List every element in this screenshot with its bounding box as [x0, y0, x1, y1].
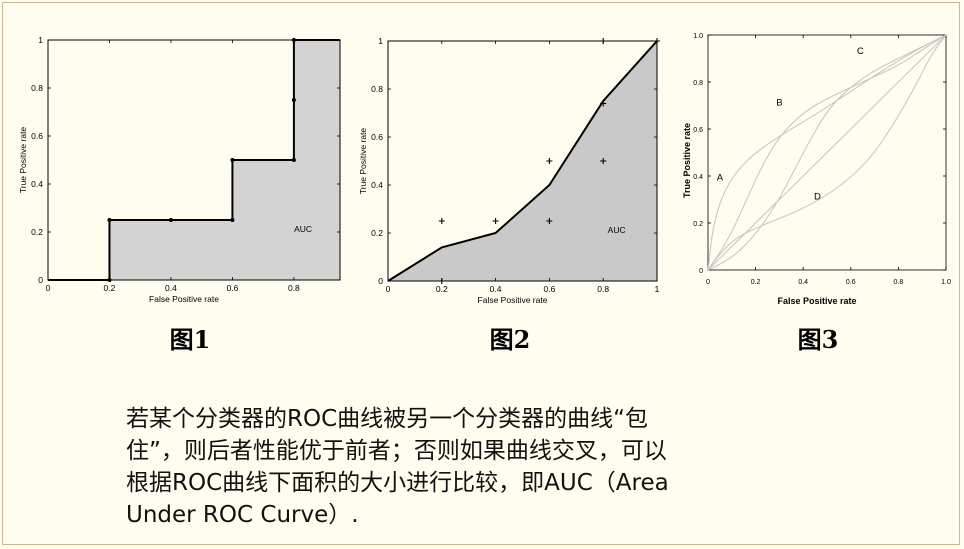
data-point-marker — [291, 38, 296, 42]
data-point-marker — [168, 218, 173, 222]
x-tick-label: 0.6 — [543, 284, 555, 294]
figure-1-caption: 图1 — [169, 325, 211, 354]
plus-marker — [654, 38, 660, 44]
y-tick-label: 0.4 — [371, 180, 383, 190]
curve-label-b: B — [776, 98, 782, 109]
roc-chart-1: 0 0.2 0.4 0.6 0.8 0 0.2 0.4 0.6 0.8 1 False Positiv… — [12, 0, 352, 310]
y-tick-label: 0.8 — [31, 83, 43, 93]
y-axis-label: True Positive rate — [18, 127, 28, 194]
y-tick-label: 0.4 — [693, 174, 703, 181]
roc-curve — [48, 39, 340, 281]
y-tick-label: 1.0 — [693, 33, 703, 40]
plus-marker — [438, 218, 445, 224]
roc-curve-b — [707, 34, 947, 271]
plus-marker — [600, 100, 607, 107]
axes-frame — [707, 34, 947, 271]
data-point-marker — [230, 158, 235, 162]
data-point-marker — [291, 158, 296, 162]
roc-curve — [387, 40, 658, 282]
auc-shaded-area — [48, 40, 340, 280]
x-tick-label: 1.0 — [941, 279, 951, 286]
y-tick-label: 1 — [378, 36, 383, 46]
x-axis-label: False Positive rate — [777, 296, 856, 306]
auc-shaded-area — [388, 41, 657, 281]
plus-marker — [546, 158, 553, 164]
x-tick-label: 0 — [386, 284, 391, 294]
x-tick-label: 0.8 — [288, 283, 300, 293]
x-tick-label: 0.6 — [846, 279, 856, 286]
x-tick-label: 0.4 — [798, 279, 808, 286]
x-tick-label: 0 — [706, 279, 710, 286]
x-axis-label: False Positive rate — [149, 294, 219, 304]
data-point-marker — [291, 98, 296, 102]
plus-marker — [600, 158, 607, 164]
y-tick-label: 0.8 — [693, 80, 703, 87]
axes-frame — [387, 40, 658, 282]
x-axis-label: False Positive rate — [478, 295, 548, 305]
x-tick-label: 0.6 — [227, 283, 239, 293]
auc-label: AUC — [294, 224, 312, 234]
figure-3-caption: 图3 — [797, 325, 839, 354]
auc-label: AUC — [608, 225, 626, 235]
roc-curve-c — [707, 34, 947, 271]
curve-label-c: C — [857, 46, 864, 57]
y-tick-label: 0 — [699, 268, 703, 275]
x-tick-label: 0 — [46, 283, 51, 293]
data-point-marker — [107, 218, 112, 222]
y-tick-label: 0.4 — [31, 179, 43, 189]
plus-marker — [492, 218, 499, 224]
y-axis-label: True Positive rate — [682, 123, 692, 198]
x-tick-label: 0.2 — [436, 284, 448, 294]
x-tick-label: 0.4 — [165, 283, 177, 293]
explanation-text: 若某个分类器的ROC曲线被另一个分类器的曲线“包 住”，则后者性能优于前者；否则… — [126, 406, 669, 528]
y-tick-label: 0.2 — [371, 228, 383, 238]
y-tick-label: 1 — [38, 35, 43, 45]
y-tick-label: 0.2 — [31, 227, 43, 237]
y-tick-label: 0.2 — [693, 221, 703, 228]
y-axis-label: True Positive rate — [358, 128, 368, 195]
curve-label-a: A — [717, 173, 724, 184]
x-tick-label: 1 — [655, 284, 660, 294]
roc-chart-1-svg: 0 0.2 0.4 0.6 0.8 0 0.2 0.4 0.6 0.8 1 False Positiv… — [18, 35, 341, 304]
y-tick-label: 0 — [38, 275, 43, 285]
roc-chart-3-svg: 0 0.2 0.4 0.6 0.8 1.0 0 0.2 0.4 0.6 0.8 1.0 False Po… — [682, 33, 951, 306]
data-point-marker — [230, 218, 235, 222]
curve-label-d: D — [814, 192, 821, 203]
data-point-marker — [107, 278, 112, 282]
x-tick-label: 0.4 — [490, 284, 502, 294]
diagonal-line — [707, 34, 947, 271]
figure-2-caption: 图2 — [489, 325, 531, 354]
y-tick-label: 0 — [378, 276, 383, 286]
x-tick-label: 0.2 — [751, 279, 761, 286]
y-tick-label: 0.6 — [371, 132, 383, 142]
roc-chart-2-svg: 0 0.2 0.4 0.6 0.8 1 0 0.2 0.4 0.6 0.8 1 False Positi… — [358, 36, 660, 305]
y-tick-label: 0.8 — [371, 84, 383, 94]
plus-marker — [600, 38, 607, 44]
plus-marker — [438, 278, 445, 284]
x-tick-label: 0.8 — [597, 284, 609, 294]
x-tick-label: 0.2 — [104, 283, 116, 293]
roc-chart-3: 0 0.2 0.4 0.6 0.8 1.0 0 0.2 0.4 0.6 0.8 1.0 False Po… — [678, 0, 954, 310]
roc-chart-2: 0 0.2 0.4 0.6 0.8 1 0 0.2 0.4 0.6 0.8 1 False Positi… — [352, 0, 672, 310]
x-tick-label: 0.8 — [894, 279, 904, 286]
plus-marker — [546, 218, 553, 224]
axes-frame — [47, 39, 341, 281]
y-tick-label: 0.6 — [31, 131, 43, 141]
y-tick-label: 0.6 — [693, 127, 703, 134]
roc-curve-d — [707, 34, 947, 271]
